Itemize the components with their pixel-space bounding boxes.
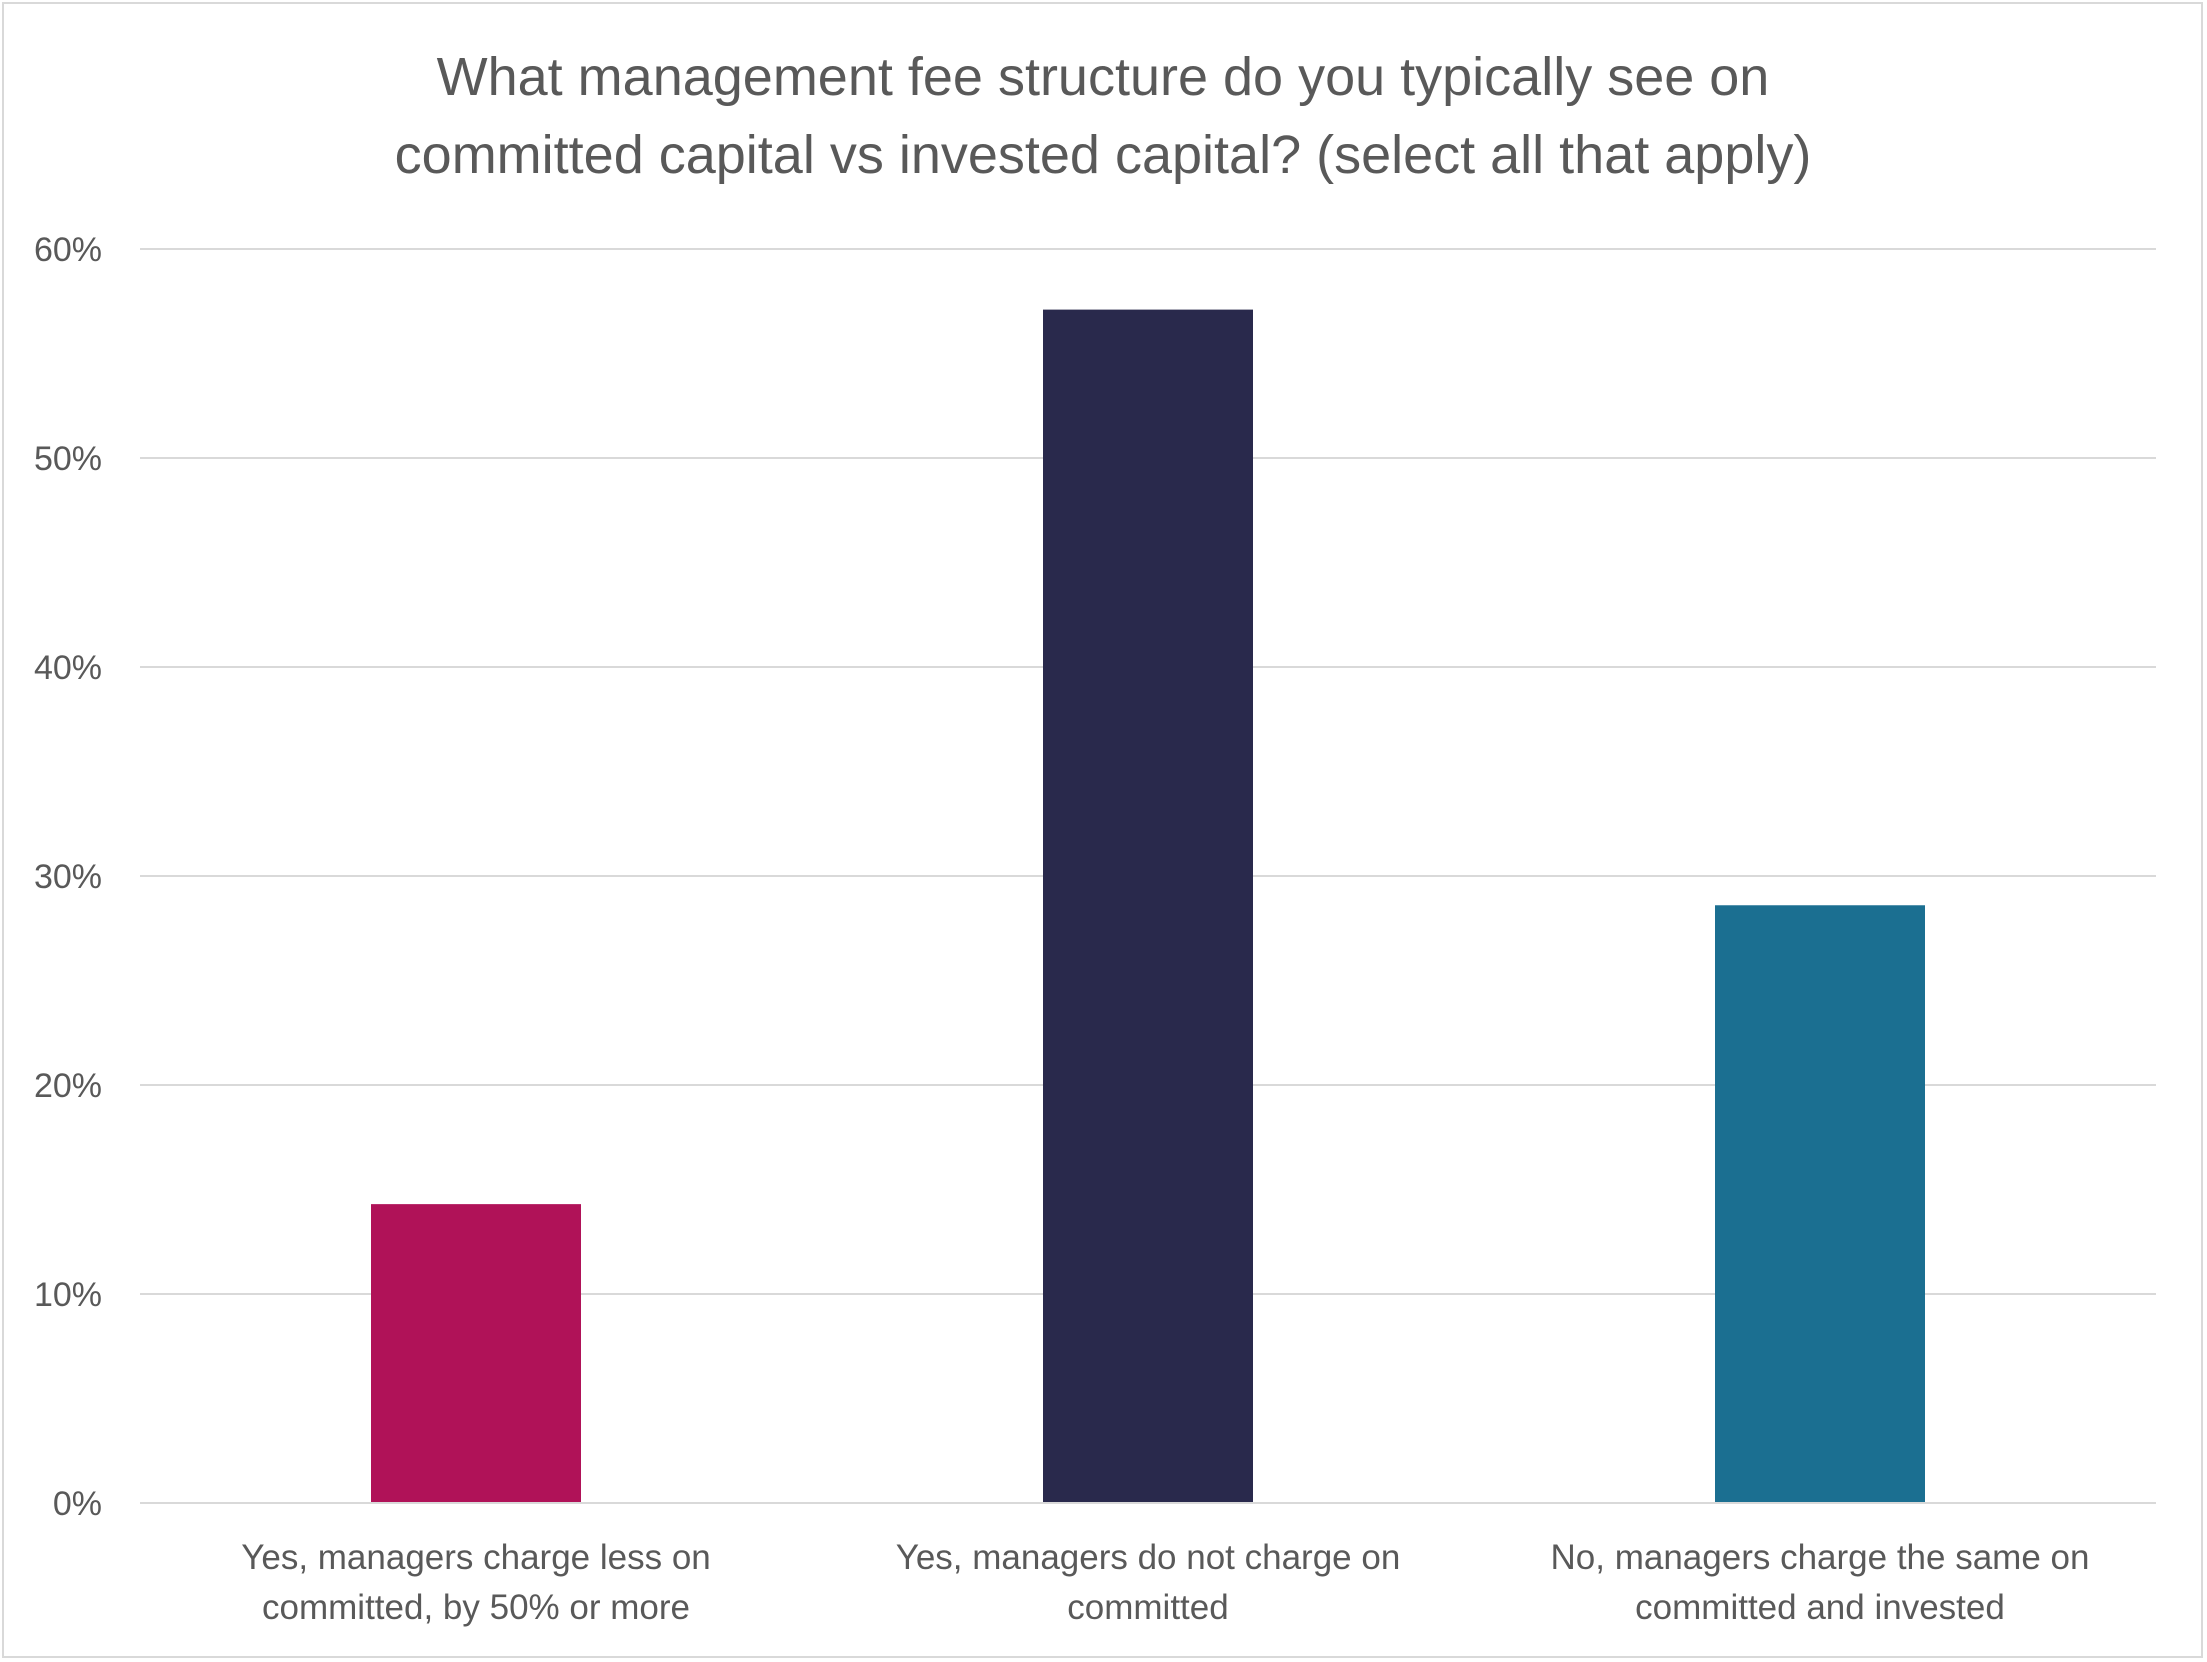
chart-title-line-2: committed capital vs invested capital? (… [395,125,1812,185]
chart-title: What management fee structure do you typ… [395,47,1812,185]
bars [371,309,1925,1503]
category-label: committed and invested [1635,1588,2005,1627]
y-tick-label: 20% [34,1067,102,1105]
y-tick-label: 60% [34,231,102,269]
y-tick-label: 0% [53,1485,102,1523]
bar-1 [371,1204,581,1503]
chart-title-line-1: What management fee structure do you typ… [437,47,1770,107]
y-tick-label: 10% [34,1276,102,1314]
y-tick-label: 40% [34,649,102,687]
category-label: No, managers charge the same on [1551,1538,2090,1577]
category-label: Yes, managers charge less on [241,1538,711,1577]
y-tick-label: 30% [34,858,102,896]
category-label: committed, by 50% or more [262,1588,690,1627]
category-labels: Yes, managers charge less on committed, b… [241,1538,2089,1627]
bar-3 [1715,905,1925,1503]
category-label: Yes, managers do not charge on [896,1538,1401,1577]
category-label: committed [1067,1588,1228,1627]
y-axis-ticks: 0% 10% 20% 30% 40% 50% 60% [34,231,102,1523]
y-tick-label: 50% [34,440,102,478]
bar-2 [1043,309,1253,1503]
